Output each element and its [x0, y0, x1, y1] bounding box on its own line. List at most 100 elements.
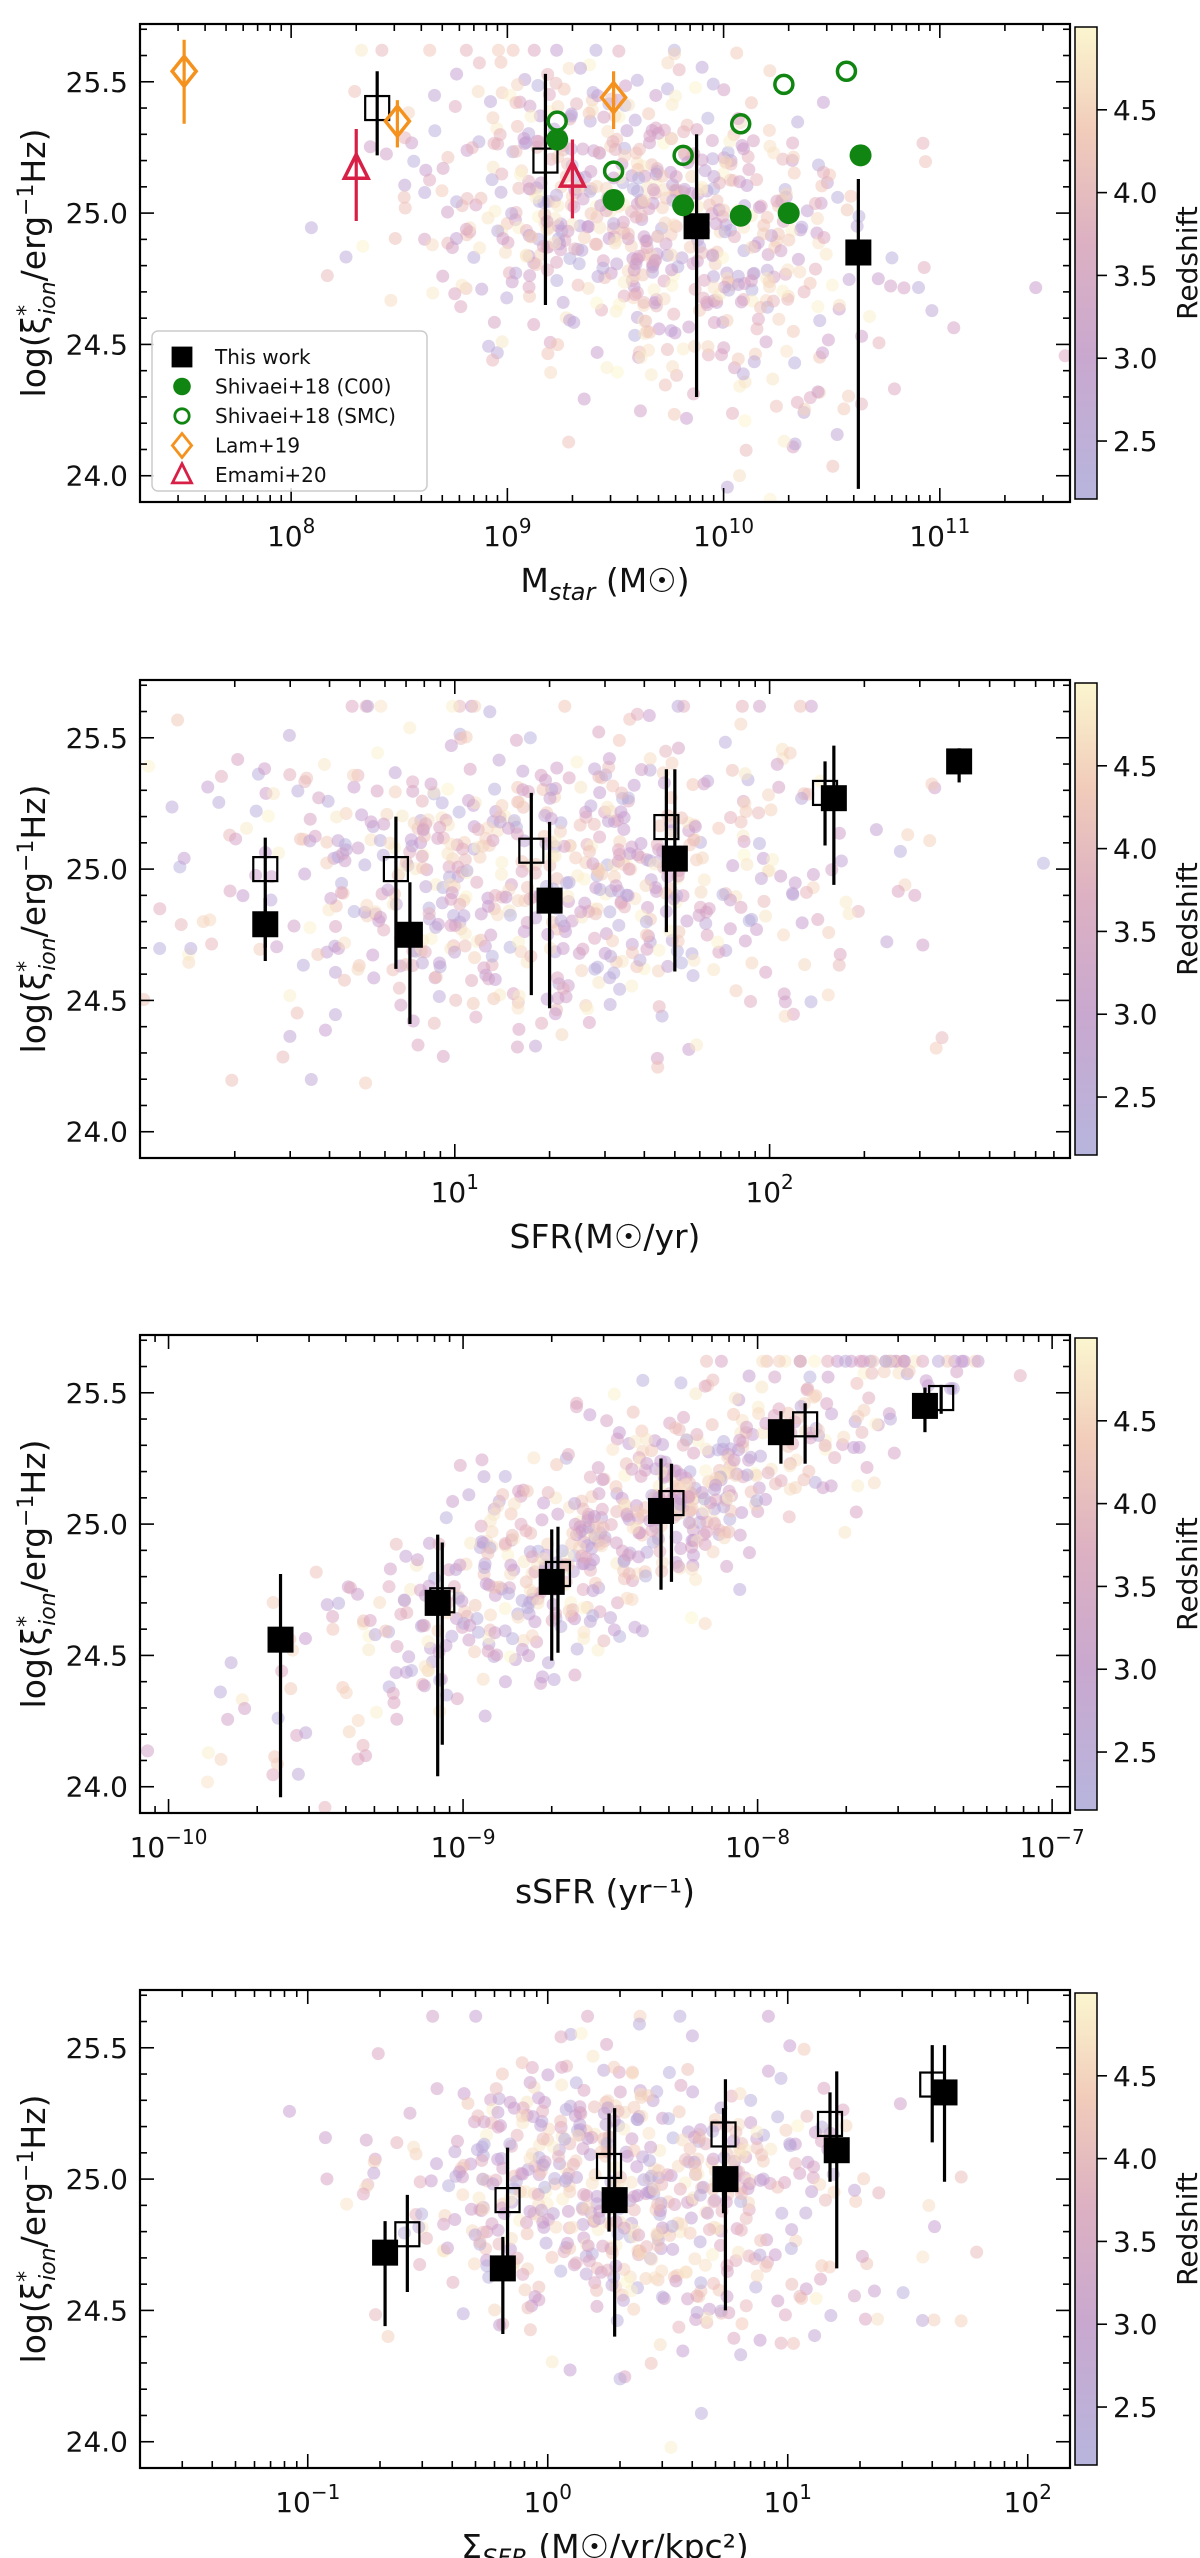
galaxy-point [554, 2264, 568, 2278]
galaxy-point [922, 2198, 936, 2212]
galaxy-point [685, 1611, 699, 1625]
galaxy-point [698, 1379, 712, 1393]
galaxy-point [444, 837, 458, 851]
galaxy-point [639, 1432, 653, 1446]
galaxy-point [545, 850, 559, 864]
galaxy-point [577, 2083, 591, 2097]
galaxy-point [593, 221, 607, 235]
galaxy-point [767, 146, 781, 160]
galaxy-point [432, 956, 446, 970]
galaxy-point [734, 717, 748, 731]
galaxy-point [581, 1002, 595, 1016]
galaxy-point [539, 773, 553, 787]
galaxy-point [643, 325, 657, 339]
galaxy-point [776, 284, 790, 298]
galaxy-point [781, 1406, 795, 1420]
galaxy-point [734, 295, 748, 309]
galaxy-point [457, 909, 471, 923]
galaxy-point [524, 109, 538, 123]
galaxy-point [744, 274, 758, 288]
galaxy-point [504, 1558, 518, 1572]
galaxy-point [620, 124, 634, 138]
galaxy-point [575, 964, 589, 978]
galaxy-point [678, 182, 692, 196]
galaxy-point [554, 2114, 568, 2128]
galaxy-point [613, 2085, 627, 2099]
galaxy-point [762, 275, 776, 289]
galaxy-point [600, 2037, 614, 2051]
galaxy-point [221, 1712, 235, 1726]
galaxy-point [614, 805, 628, 819]
galaxy-point [706, 1545, 720, 1559]
galaxy-point [404, 1583, 418, 1597]
galaxy-point [634, 350, 648, 364]
galaxy-point [531, 1596, 545, 1610]
galaxy-point [701, 340, 715, 354]
galaxy-point [717, 341, 731, 355]
galaxy-point [446, 2275, 460, 2289]
galaxy-point [935, 1031, 949, 1045]
galaxy-point [817, 230, 831, 244]
galaxy-point [971, 1354, 985, 1368]
galaxy-point [298, 775, 312, 789]
galaxy-point [536, 2104, 550, 2118]
galaxy-point [793, 1354, 807, 1368]
galaxy-point [236, 889, 250, 903]
y-tick-label: 25.0 [66, 2163, 128, 2196]
galaxy-point [837, 1430, 851, 1444]
galaxy-point [361, 699, 375, 713]
galaxy-point [563, 313, 577, 327]
galaxy-point [880, 935, 894, 949]
galaxy-point [798, 958, 812, 972]
galaxy-point [699, 1442, 713, 1456]
galaxy-point [630, 2160, 644, 2174]
galaxy-point [676, 2133, 690, 2147]
galaxy-point [811, 1423, 825, 1437]
galaxy-point [536, 2215, 550, 2229]
x-tick-label: 10−1 [275, 2480, 340, 2519]
galaxy-point [589, 43, 603, 57]
galaxy-point [626, 1405, 640, 1419]
galaxy-point [535, 1670, 549, 1684]
galaxy-point [838, 1525, 852, 1539]
galaxy-point [415, 849, 429, 863]
galaxy-point [495, 799, 509, 813]
galaxy-cloud [125, 699, 1050, 1090]
galaxy-point [690, 123, 704, 137]
galaxy-point [681, 1489, 695, 1503]
galaxy-point [125, 952, 138, 965]
galaxy-point [184, 941, 198, 955]
galaxy-point [635, 209, 649, 223]
galaxy-point [559, 2102, 573, 2116]
galaxy-point [651, 2239, 665, 2253]
galaxy-point [523, 2204, 537, 2218]
galaxy-point [605, 2278, 619, 2292]
galaxy-point [468, 951, 482, 965]
y-tick-label: 25.0 [66, 853, 128, 886]
galaxy-point [196, 915, 210, 929]
galaxy-point [140, 993, 151, 1007]
galaxy-point [661, 56, 675, 70]
galaxy-point [423, 43, 437, 57]
galaxy-point [520, 1484, 534, 1498]
galaxy-point [253, 942, 267, 956]
galaxy-point [398, 201, 412, 215]
galaxy-point [596, 2239, 610, 2253]
galaxy-point [657, 292, 671, 306]
galaxy-point [714, 1354, 728, 1368]
galaxy-point [625, 979, 639, 993]
galaxy-point [520, 2227, 534, 2241]
galaxy-point [320, 1598, 334, 1612]
galaxy-point [623, 847, 637, 861]
galaxy-point [554, 2030, 568, 2044]
galaxy-point [448, 945, 462, 959]
galaxy-point [498, 1537, 512, 1551]
galaxy-point [649, 167, 663, 181]
galaxy-point [380, 807, 394, 821]
galaxy-point [574, 2026, 588, 2040]
galaxy-point [764, 803, 778, 817]
galaxy-point [744, 2093, 758, 2107]
galaxy-point [550, 188, 564, 202]
galaxy-point [897, 1354, 911, 1368]
galaxy-point [351, 962, 365, 976]
